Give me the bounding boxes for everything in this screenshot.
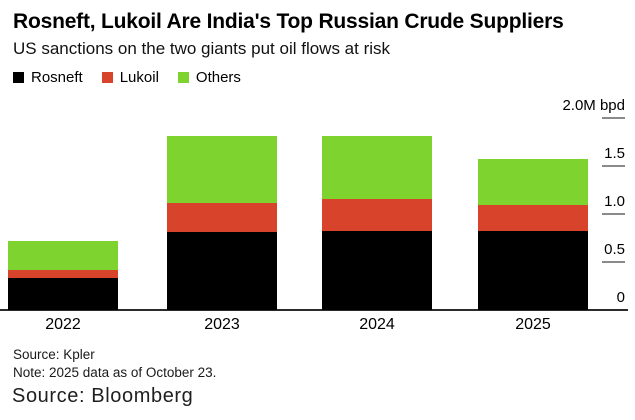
x-tick-label-2023: 2023 — [204, 316, 240, 333]
segment-rosneft-2022 — [8, 278, 118, 310]
others-swatch-icon — [177, 72, 189, 83]
segment-rosneft-2024 — [322, 231, 432, 310]
y-tick-label-0: 0 — [616, 289, 625, 306]
y-tick-label-1.5: 1.5 — [604, 144, 625, 162]
page-title: Rosneft, Lukoil Are India's Top Russian … — [13, 10, 564, 33]
legend-item-lukoil: Lukoil — [101, 69, 159, 86]
data-note: Note: 2025 data as of October 23. — [13, 365, 217, 380]
y-tick-mark — [602, 260, 625, 263]
bloomberg-attribution: Source: Bloomberg — [12, 385, 194, 407]
lukoil-swatch-icon — [101, 72, 113, 83]
y-tick-label-1.0: 1.0 — [604, 192, 625, 210]
bar-2025 — [478, 158, 588, 310]
y-tick-mark — [602, 164, 625, 167]
segment-others-2022 — [8, 240, 118, 270]
y-tick-mark — [602, 212, 625, 215]
legend-item-rosneft: Rosneft — [13, 69, 83, 86]
x-axis-line — [0, 309, 628, 311]
legend-label: Others — [195, 69, 241, 86]
y-tick-mark — [602, 116, 625, 119]
segment-others-2024 — [322, 135, 432, 200]
x-tick-label-2024: 2024 — [359, 316, 395, 333]
segment-lukoil-2023 — [167, 203, 277, 233]
segment-lukoil-2022 — [8, 269, 118, 279]
segment-rosneft-2023 — [167, 232, 277, 310]
segment-others-2023 — [167, 135, 277, 204]
bar-2023 — [167, 135, 277, 310]
chart-subtitle: US sanctions on the two giants put oil f… — [13, 39, 391, 58]
chart-legend: Rosneft Lukoil Others — [13, 69, 241, 86]
bar-2022 — [8, 240, 118, 310]
legend-item-others: Others — [177, 69, 241, 86]
segment-rosneft-2025 — [478, 231, 588, 310]
segment-lukoil-2025 — [478, 205, 588, 232]
segment-others-2025 — [478, 158, 588, 206]
segment-lukoil-2024 — [322, 199, 432, 232]
rosneft-swatch-icon — [13, 72, 24, 83]
legend-label: Lukoil — [119, 69, 159, 86]
source-note: Source: Kpler — [13, 347, 95, 362]
legend-label: Rosneft — [31, 69, 83, 86]
x-tick-label-2022: 2022 — [45, 316, 81, 333]
y-tick-label-2.0M-bpd: 2.0M bpd — [562, 96, 625, 114]
x-tick-label-2025: 2025 — [515, 316, 551, 333]
bar-2024 — [322, 135, 432, 310]
y-tick-label-0.5: 0.5 — [604, 240, 625, 258]
